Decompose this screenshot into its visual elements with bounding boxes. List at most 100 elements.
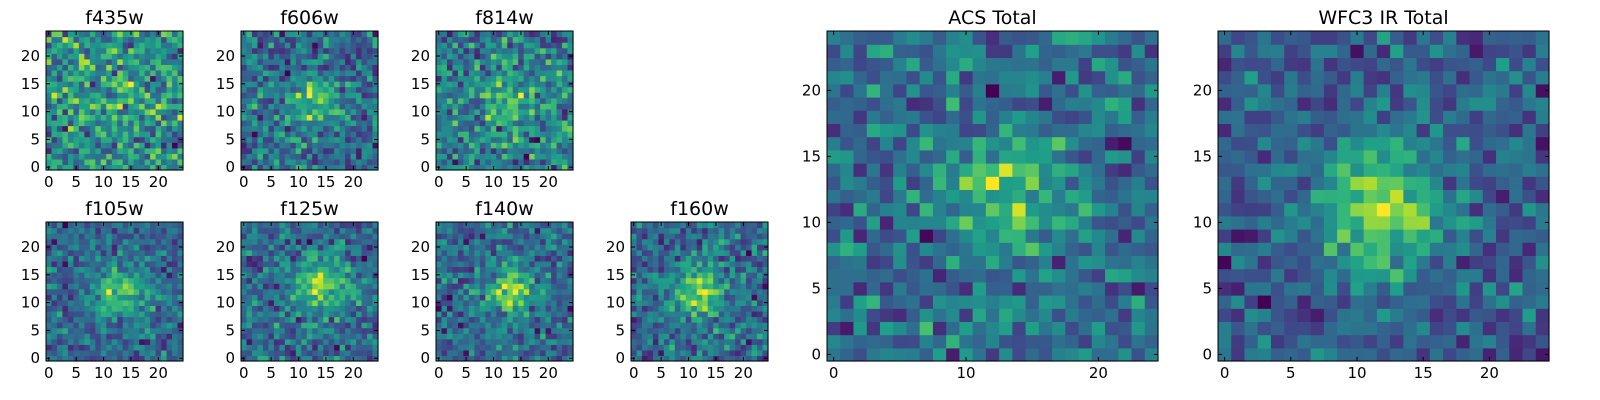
heatmap-cell: [685, 260, 692, 268]
heatmap-cell: [652, 288, 659, 295]
heatmap-cell: [67, 349, 74, 357]
heatmap-cell: [518, 305, 525, 312]
heatmap-cell: [345, 244, 352, 251]
heatmap-cell: [284, 305, 291, 312]
heatmap-cell: [518, 42, 525, 49]
heatmap-cell: [95, 349, 102, 357]
heatmap-cell: [84, 42, 91, 49]
heatmap-cell: [46, 103, 53, 110]
heatmap-cell: [680, 244, 687, 251]
heatmap-cell: [177, 255, 184, 262]
heatmap-cell: [658, 227, 665, 234]
heatmap-cell: [1118, 347, 1133, 362]
heatmap-cell: [241, 97, 248, 104]
heatmap-cell: [361, 114, 368, 121]
heatmap-cell: [62, 327, 69, 334]
heatmap-cell: [56, 31, 64, 38]
heatmap-cell: [246, 147, 253, 154]
heatmap-cell: [740, 288, 747, 295]
heatmap-cell: [279, 58, 286, 65]
heatmap-cell: [999, 176, 1013, 190]
heatmap-cell: [663, 255, 670, 262]
heatmap-cell: [273, 255, 280, 262]
heatmap-cell: [73, 103, 80, 110]
heatmap-cell: [647, 222, 654, 229]
heatmap-cell: [523, 53, 530, 60]
heatmap-cell: [512, 244, 519, 251]
heatmap-cell: [89, 238, 96, 245]
heatmap-cell: [545, 114, 552, 121]
heatmap-cell: [567, 288, 574, 295]
heatmap-cell: [95, 272, 102, 279]
heatmap-cell: [268, 36, 275, 43]
heatmap-cell: [866, 281, 881, 296]
heatmap-cell: [177, 97, 184, 104]
heatmap-cell: [540, 31, 547, 38]
heatmap-cell: [474, 136, 481, 143]
heatmap-cell: [251, 310, 259, 318]
heatmap-cell: [696, 355, 703, 362]
heatmap-cell: [757, 349, 764, 357]
heatmap-cell: [117, 36, 124, 43]
heatmap-cell: [290, 125, 297, 132]
heatmap-cell: [328, 58, 335, 65]
heatmap-cell: [345, 338, 352, 345]
heatmap-cell: [262, 131, 269, 138]
heatmap-cell: [932, 229, 947, 243]
heatmap-cell: [474, 147, 481, 154]
heatmap-cell: [84, 322, 91, 329]
heatmap-cell: [441, 31, 448, 38]
heatmap-cell: [78, 338, 85, 345]
heatmap-cell: [436, 75, 443, 82]
heatmap-cell: [545, 283, 552, 290]
heatmap-cell: [290, 227, 297, 234]
heatmap-cell: [556, 58, 563, 65]
heatmap-cell: [56, 333, 64, 340]
heatmap-cell: [306, 86, 313, 93]
heatmap-cell: [1144, 295, 1159, 309]
heatmap-cell: [95, 47, 102, 54]
heatmap-cell: [879, 215, 894, 230]
heatmap-cell: [479, 299, 486, 306]
heatmap-cell: [468, 147, 475, 154]
heatmap-cell: [879, 229, 894, 243]
heatmap-cell: [523, 47, 530, 54]
heatmap-cell: [345, 255, 352, 262]
heatmap-cell: [89, 266, 96, 273]
heatmap-cell: [866, 202, 881, 217]
heatmap-cell: [959, 189, 974, 204]
heatmap-cell: [906, 255, 921, 270]
heatmap-cell: [51, 53, 58, 60]
heatmap-cell: [122, 36, 129, 43]
heatmap-cell: [246, 233, 253, 240]
heatmap-cell: [1118, 268, 1133, 283]
heatmap-cell: [323, 108, 330, 115]
heatmap-cell: [680, 255, 687, 262]
heatmap-cell: [111, 266, 118, 273]
heatmap-cell: [290, 260, 297, 268]
heatmap-cell: [334, 244, 341, 251]
heatmap-cell: [323, 58, 330, 65]
heatmap-cell: [155, 238, 162, 245]
heatmap-cell: [512, 53, 519, 60]
heatmap-cell: [100, 142, 107, 149]
heatmap-cell: [367, 103, 374, 110]
heatmap-cell: [696, 338, 703, 345]
heatmap-cell: [501, 103, 508, 110]
heatmap-cell: [972, 189, 987, 204]
heatmap-cell: [562, 227, 569, 234]
heatmap-cell: [150, 233, 157, 240]
heatmap-cell: [161, 344, 168, 351]
heatmap-cell: [56, 114, 64, 121]
heatmap-cell: [56, 294, 64, 301]
heatmap-cell: [150, 108, 157, 115]
heatmap-cell: [78, 36, 85, 43]
heatmap-cell: [73, 338, 80, 345]
heatmap-cell: [128, 322, 135, 329]
heatmap-cell: [350, 136, 357, 143]
heatmap-cell: [658, 305, 665, 312]
heatmap-cell: [361, 69, 368, 77]
heatmap-cell: [641, 249, 649, 256]
heatmap-cell: [751, 255, 758, 262]
heatmap-cell: [350, 349, 357, 357]
